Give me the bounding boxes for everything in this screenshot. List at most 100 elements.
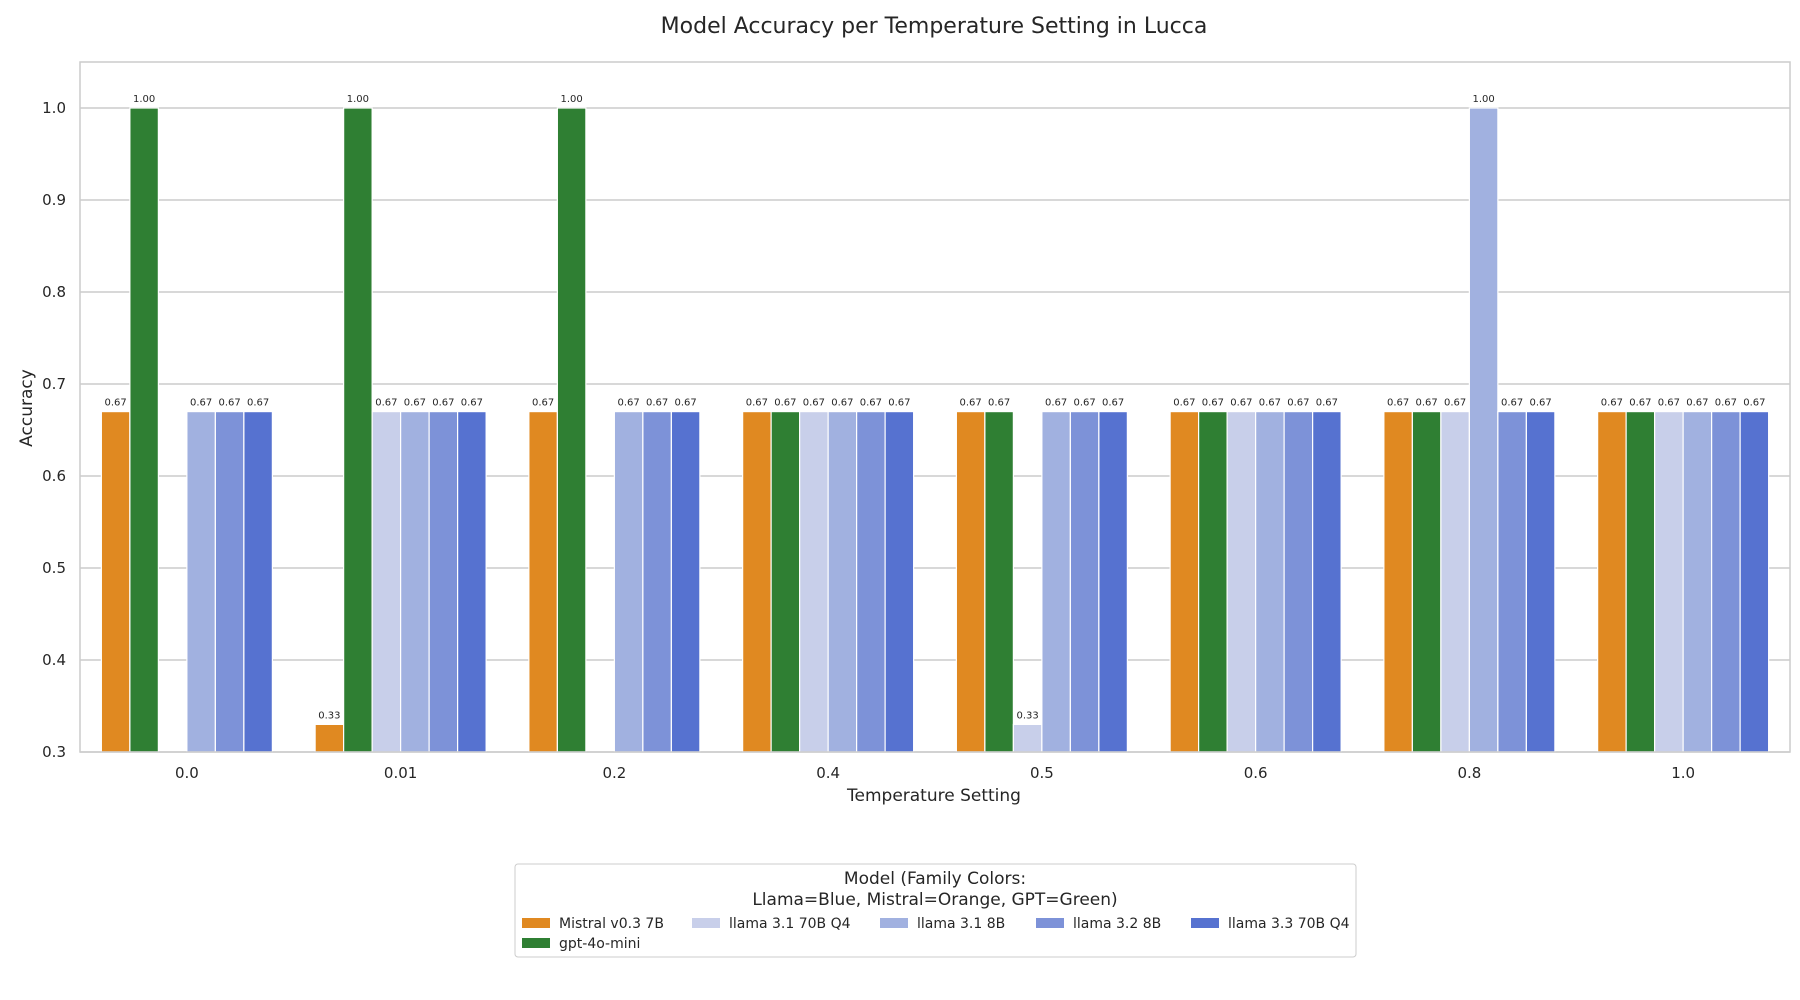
bar-value-label: 0.67 bbox=[1387, 398, 1409, 409]
bar bbox=[827, 411, 858, 753]
bar bbox=[528, 411, 558, 753]
legend-label: llama 3.1 8B bbox=[917, 916, 1005, 932]
bar-value-label: 0.67 bbox=[247, 398, 269, 409]
legend-title-line-1: Model (Family Colors: bbox=[844, 869, 1026, 889]
legend-title-line-2: Llama=Blue, Mistral=Orange, GPT=Green) bbox=[752, 890, 1117, 910]
bar bbox=[428, 411, 459, 753]
bar bbox=[670, 411, 701, 753]
x-axis-ticks: 0.0 0.01 0.2 0.4 0.5 0.6 0.8 1.0 bbox=[175, 764, 1695, 782]
bar-value-label: 1.00 bbox=[560, 94, 582, 105]
y-tick-label: 0.6 bbox=[42, 467, 66, 485]
legend-swatch bbox=[522, 918, 550, 928]
bar-value-label: 0.67 bbox=[432, 398, 454, 409]
x-tick-label: 0.2 bbox=[602, 764, 626, 782]
y-axis-label: Accuracy bbox=[17, 369, 37, 447]
bar bbox=[742, 411, 772, 753]
bar bbox=[243, 411, 273, 753]
bar-value-label: 0.67 bbox=[1287, 398, 1309, 409]
bar-value-label: 0.67 bbox=[674, 398, 696, 409]
bar bbox=[186, 411, 216, 753]
legend-label: llama 3.2 8B bbox=[1073, 916, 1161, 932]
bar-value-label: 0.67 bbox=[746, 398, 768, 409]
bars bbox=[100, 107, 1770, 753]
legend-swatch bbox=[692, 918, 720, 928]
bar bbox=[1283, 411, 1314, 753]
bar bbox=[1625, 411, 1656, 753]
x-tick-label: 0.4 bbox=[816, 764, 840, 782]
bar-value-label: 0.67 bbox=[1601, 398, 1623, 409]
bar bbox=[770, 411, 801, 753]
bar-value-label: 0.67 bbox=[617, 398, 639, 409]
bar bbox=[1069, 411, 1100, 753]
bar-value-label: 0.67 bbox=[888, 398, 910, 409]
bar bbox=[955, 411, 986, 753]
bar-value-label: 0.67 bbox=[190, 398, 212, 409]
bar bbox=[1711, 411, 1741, 753]
bar bbox=[1597, 411, 1627, 753]
bar-value-label: 0.67 bbox=[218, 398, 240, 409]
bar-value-label: 0.67 bbox=[532, 398, 554, 409]
legend-swatch bbox=[522, 938, 550, 948]
y-tick-label: 1.0 bbox=[42, 99, 66, 117]
bar-value-label: 0.67 bbox=[1230, 398, 1252, 409]
bar bbox=[129, 107, 159, 753]
legend-items: Mistral v0.3 7B llama 3.1 70B Q4 llama 3.1… bbox=[522, 916, 1350, 952]
y-tick-label: 0.4 bbox=[42, 651, 66, 669]
bar-value-label: 0.67 bbox=[1501, 398, 1523, 409]
bar bbox=[1041, 411, 1071, 753]
bar-value-label: 0.67 bbox=[1743, 398, 1765, 409]
bar-value-label: 0.67 bbox=[831, 398, 853, 409]
bar bbox=[1654, 411, 1684, 753]
chart-title: Model Accuracy per Temperature Setting i… bbox=[661, 14, 1208, 39]
x-tick-label: 0.01 bbox=[384, 764, 417, 782]
bar-value-label: 0.67 bbox=[104, 398, 126, 409]
bar bbox=[1012, 723, 1043, 753]
bar bbox=[214, 411, 245, 753]
bar-value-label: 1.00 bbox=[133, 94, 155, 105]
legend-frame bbox=[514, 863, 1357, 958]
legend-swatch bbox=[1191, 918, 1219, 928]
bar-value-label: 0.67 bbox=[860, 398, 882, 409]
bar bbox=[1739, 411, 1770, 753]
bar-value-label: 0.67 bbox=[1686, 398, 1708, 409]
bar bbox=[1255, 411, 1285, 753]
bar-value-label: 0.67 bbox=[803, 398, 825, 409]
bar-value-label: 0.67 bbox=[1316, 398, 1338, 409]
bar bbox=[343, 107, 373, 753]
data-labels: 0.67 1.00 0.67 0.67 0.67 0.33 1.00 0.67 0.67 0.67… bbox=[104, 94, 1765, 721]
legend-swatch bbox=[1036, 918, 1064, 928]
bar-value-label: 0.67 bbox=[1173, 398, 1195, 409]
bar-value-label: 0.67 bbox=[774, 398, 796, 409]
bar bbox=[1497, 411, 1527, 753]
bar bbox=[1198, 411, 1228, 753]
bar-value-label: 0.67 bbox=[375, 398, 397, 409]
bar bbox=[100, 411, 131, 753]
legend-label: Mistral v0.3 7B bbox=[559, 916, 664, 932]
bar bbox=[457, 411, 487, 753]
bar bbox=[314, 723, 345, 753]
bar-value-label: 0.67 bbox=[1259, 398, 1281, 409]
bar-value-label: 0.67 bbox=[461, 398, 483, 409]
y-tick-label: 0.8 bbox=[42, 283, 66, 301]
bar bbox=[799, 411, 829, 753]
bar-value-label: 0.67 bbox=[1415, 398, 1437, 409]
bar-value-label: 0.33 bbox=[318, 710, 340, 721]
bar bbox=[1226, 411, 1257, 753]
bar-value-label: 0.67 bbox=[1102, 398, 1124, 409]
bar-value-label: 0.67 bbox=[988, 398, 1010, 409]
bar bbox=[1312, 411, 1342, 753]
bar bbox=[1468, 107, 1499, 753]
bar-value-label: 0.67 bbox=[1073, 398, 1095, 409]
bar-value-label: 0.67 bbox=[1658, 398, 1680, 409]
bar bbox=[371, 411, 402, 753]
bar bbox=[1098, 411, 1128, 753]
bar bbox=[984, 411, 1014, 753]
y-tick-label: 0.3 bbox=[42, 743, 66, 761]
bar bbox=[1440, 411, 1470, 753]
bar bbox=[856, 411, 886, 753]
legend: Model (Family Colors: Llama=Blue, Mistra… bbox=[514, 863, 1357, 958]
bar bbox=[1525, 411, 1556, 753]
y-tick-label: 0.5 bbox=[42, 559, 66, 577]
bar-value-label: 0.67 bbox=[404, 398, 426, 409]
